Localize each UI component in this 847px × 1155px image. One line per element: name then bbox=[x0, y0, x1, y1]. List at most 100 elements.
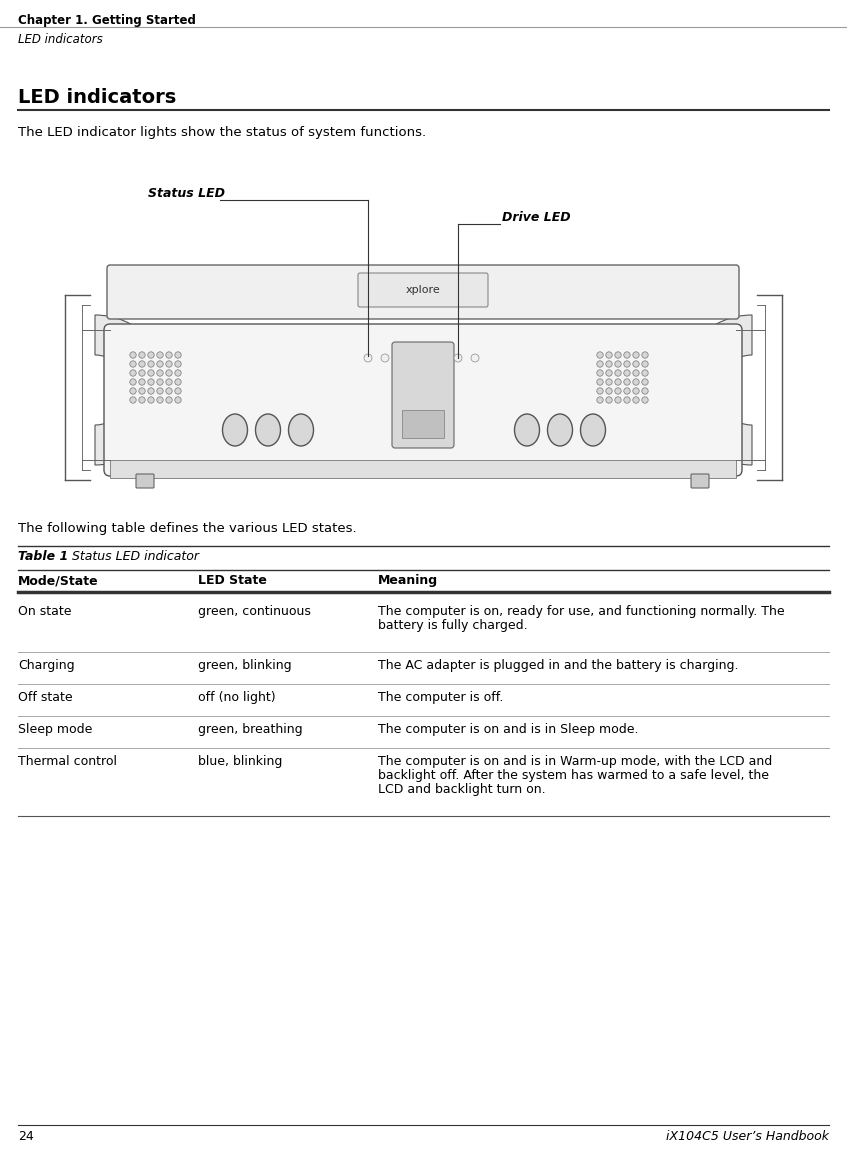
Wedge shape bbox=[677, 315, 752, 465]
Circle shape bbox=[597, 370, 603, 377]
Circle shape bbox=[597, 360, 603, 367]
Text: Chapter 1. Getting Started: Chapter 1. Getting Started bbox=[18, 14, 196, 27]
Circle shape bbox=[147, 370, 154, 377]
Ellipse shape bbox=[256, 413, 280, 446]
Circle shape bbox=[174, 379, 181, 386]
Circle shape bbox=[147, 397, 154, 403]
Text: The computer is on and is in Sleep mode.: The computer is on and is in Sleep mode. bbox=[378, 723, 639, 736]
FancyBboxPatch shape bbox=[107, 264, 739, 319]
Circle shape bbox=[642, 360, 648, 367]
Text: green, continuous: green, continuous bbox=[198, 605, 311, 618]
Circle shape bbox=[174, 370, 181, 377]
Circle shape bbox=[633, 370, 639, 377]
Circle shape bbox=[174, 397, 181, 403]
Circle shape bbox=[597, 352, 603, 358]
Circle shape bbox=[139, 352, 145, 358]
Text: Drive LED: Drive LED bbox=[502, 211, 571, 224]
Circle shape bbox=[157, 370, 163, 377]
Circle shape bbox=[174, 388, 181, 394]
FancyBboxPatch shape bbox=[136, 474, 154, 489]
Circle shape bbox=[139, 388, 145, 394]
Text: LED indicators: LED indicators bbox=[18, 88, 176, 107]
Circle shape bbox=[157, 352, 163, 358]
Circle shape bbox=[147, 379, 154, 386]
Circle shape bbox=[130, 360, 136, 367]
Circle shape bbox=[597, 379, 603, 386]
Text: The AC adapter is plugged in and the battery is charging.: The AC adapter is plugged in and the bat… bbox=[378, 660, 739, 672]
Circle shape bbox=[642, 379, 648, 386]
Circle shape bbox=[623, 370, 630, 377]
Circle shape bbox=[633, 397, 639, 403]
Circle shape bbox=[157, 379, 163, 386]
FancyBboxPatch shape bbox=[691, 474, 709, 489]
Circle shape bbox=[642, 388, 648, 394]
Circle shape bbox=[166, 360, 172, 367]
Circle shape bbox=[597, 397, 603, 403]
Circle shape bbox=[139, 360, 145, 367]
Text: LED State: LED State bbox=[198, 574, 267, 587]
Circle shape bbox=[174, 360, 181, 367]
Circle shape bbox=[166, 370, 172, 377]
Text: xplore: xplore bbox=[406, 285, 440, 295]
Circle shape bbox=[642, 370, 648, 377]
Text: backlight off. After the system has warmed to a safe level, the: backlight off. After the system has warm… bbox=[378, 769, 769, 782]
FancyBboxPatch shape bbox=[104, 325, 742, 476]
Circle shape bbox=[157, 397, 163, 403]
Text: Off state: Off state bbox=[18, 691, 73, 705]
Circle shape bbox=[615, 352, 621, 358]
Text: blue, blinking: blue, blinking bbox=[198, 755, 282, 768]
Text: LCD and backlight turn on.: LCD and backlight turn on. bbox=[378, 783, 545, 796]
Circle shape bbox=[615, 370, 621, 377]
Text: On state: On state bbox=[18, 605, 71, 618]
Ellipse shape bbox=[580, 413, 606, 446]
FancyBboxPatch shape bbox=[358, 273, 488, 307]
Text: Table 1: Table 1 bbox=[18, 550, 69, 562]
Circle shape bbox=[166, 379, 172, 386]
Circle shape bbox=[606, 352, 612, 358]
Circle shape bbox=[147, 360, 154, 367]
Text: green, breathing: green, breathing bbox=[198, 723, 302, 736]
Text: The computer is off.: The computer is off. bbox=[378, 691, 503, 705]
Circle shape bbox=[166, 388, 172, 394]
Circle shape bbox=[166, 352, 172, 358]
Text: 24: 24 bbox=[18, 1130, 34, 1143]
Circle shape bbox=[606, 397, 612, 403]
Text: The LED indicator lights show the status of system functions.: The LED indicator lights show the status… bbox=[18, 126, 426, 139]
Circle shape bbox=[623, 397, 630, 403]
Circle shape bbox=[615, 360, 621, 367]
Text: The computer is on, ready for use, and functioning normally. The: The computer is on, ready for use, and f… bbox=[378, 605, 784, 618]
Circle shape bbox=[633, 388, 639, 394]
Circle shape bbox=[157, 388, 163, 394]
Circle shape bbox=[606, 360, 612, 367]
Text: The following table defines the various LED states.: The following table defines the various … bbox=[18, 522, 357, 535]
Circle shape bbox=[471, 353, 479, 362]
Text: green, blinking: green, blinking bbox=[198, 660, 291, 672]
Text: Mode/State: Mode/State bbox=[18, 574, 98, 587]
Text: Charging: Charging bbox=[18, 660, 75, 672]
Ellipse shape bbox=[547, 413, 573, 446]
Bar bbox=[402, 410, 444, 438]
Text: Status LED indicator: Status LED indicator bbox=[72, 550, 199, 562]
Circle shape bbox=[130, 379, 136, 386]
Circle shape bbox=[606, 379, 612, 386]
Circle shape bbox=[623, 352, 630, 358]
Circle shape bbox=[166, 397, 172, 403]
Circle shape bbox=[623, 360, 630, 367]
Circle shape bbox=[597, 388, 603, 394]
Text: LED indicators: LED indicators bbox=[18, 33, 102, 46]
Circle shape bbox=[642, 397, 648, 403]
Ellipse shape bbox=[289, 413, 313, 446]
Circle shape bbox=[130, 397, 136, 403]
Ellipse shape bbox=[514, 413, 540, 446]
Circle shape bbox=[130, 370, 136, 377]
Circle shape bbox=[147, 388, 154, 394]
Bar bbox=[110, 460, 736, 478]
Circle shape bbox=[633, 352, 639, 358]
Circle shape bbox=[633, 379, 639, 386]
Circle shape bbox=[623, 388, 630, 394]
Circle shape bbox=[642, 352, 648, 358]
Circle shape bbox=[454, 353, 462, 362]
Circle shape bbox=[615, 388, 621, 394]
Text: Thermal control: Thermal control bbox=[18, 755, 117, 768]
Ellipse shape bbox=[223, 413, 247, 446]
